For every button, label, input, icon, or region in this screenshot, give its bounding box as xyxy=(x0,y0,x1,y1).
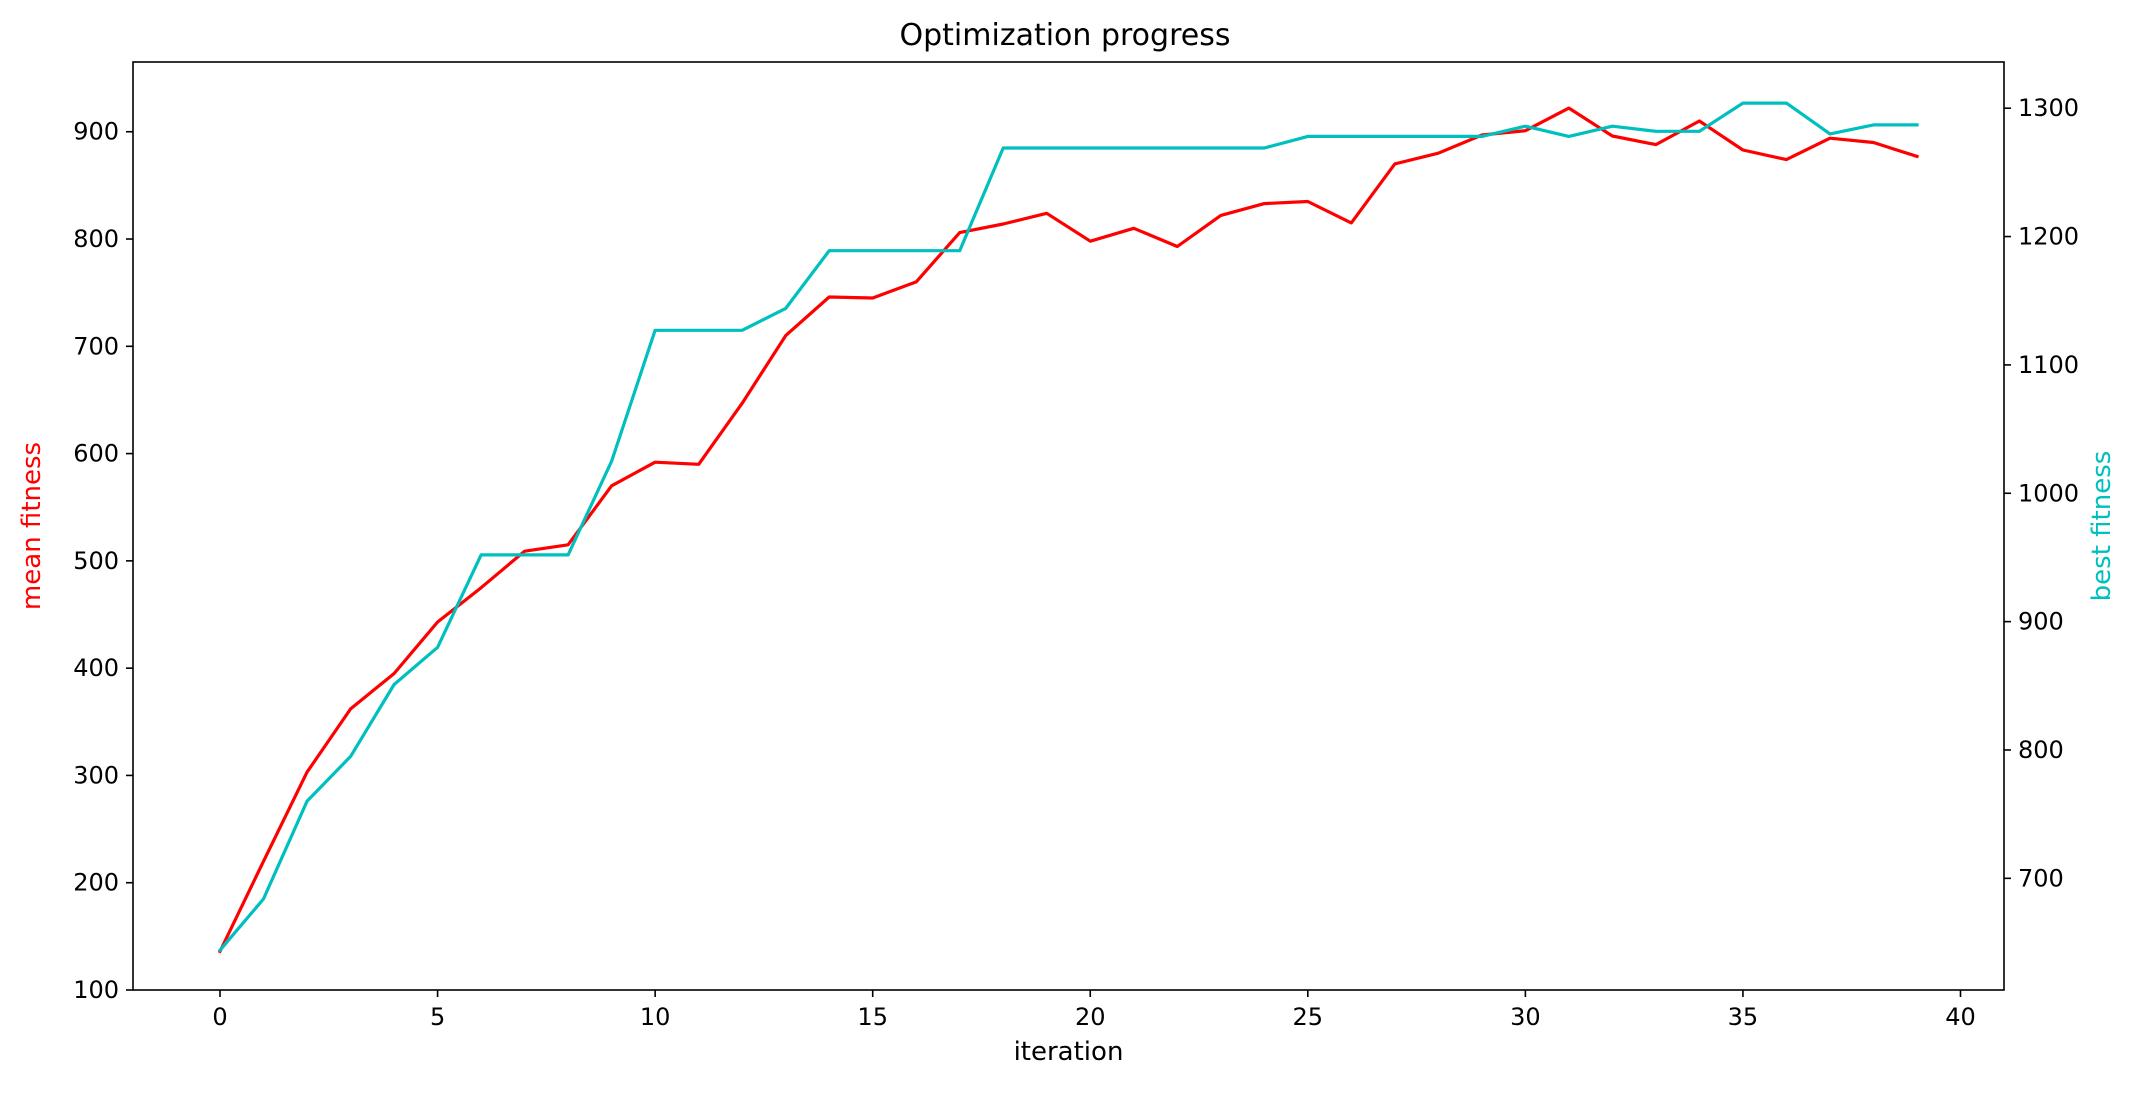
x-tick-label: 5 xyxy=(430,1003,445,1031)
y-tick-label: 200 xyxy=(73,869,119,897)
y-tick-label: 100 xyxy=(73,976,119,1004)
y2-tick-label: 700 xyxy=(2018,864,2064,892)
y-axis-right: 700 800 900 1000 1100 1200 1300 xyxy=(2004,94,2079,892)
y-tick-label: 800 xyxy=(73,225,119,253)
x-axis-label: iteration xyxy=(1014,1037,1124,1067)
x-tick-label: 40 xyxy=(1945,1003,1976,1031)
y-axis-label-right: best fitness xyxy=(2087,451,2117,602)
x-tick-label: 35 xyxy=(1728,1003,1759,1031)
y2-tick-label: 900 xyxy=(2018,608,2064,636)
x-tick-label: 30 xyxy=(1510,1003,1541,1031)
series-layer xyxy=(217,101,1920,954)
y2-tick-label: 1300 xyxy=(2018,94,2079,122)
x-axis: 0 5 10 15 20 25 30 35 40 xyxy=(212,990,1976,1031)
y2-tick-label: 1200 xyxy=(2018,223,2079,251)
best-fitness-line xyxy=(217,101,1919,953)
mean-fitness-line xyxy=(217,106,1920,954)
y-tick-label: 300 xyxy=(73,761,119,789)
y-axis-left: 100 200 300 400 500 600 700 800 900 xyxy=(73,118,133,1004)
x-tick-label: 25 xyxy=(1293,1003,1324,1031)
y-tick-label: 500 xyxy=(73,547,119,575)
x-tick-label: 15 xyxy=(857,1003,888,1031)
x-tick-label: 0 xyxy=(212,1003,227,1031)
y-tick-label: 700 xyxy=(73,332,119,360)
y-tick-label: 600 xyxy=(73,440,119,468)
x-tick-label: 10 xyxy=(640,1003,671,1031)
y-tick-label: 400 xyxy=(73,654,119,682)
plot-frame xyxy=(132,61,2005,991)
y-axis-label-left: mean fitness xyxy=(17,442,47,610)
y2-tick-label: 1000 xyxy=(2018,479,2079,507)
y2-tick-label: 1100 xyxy=(2018,351,2079,379)
y2-tick-label: 800 xyxy=(2018,736,2064,764)
x-tick-label: 20 xyxy=(1075,1003,1106,1031)
y-tick-label: 900 xyxy=(73,118,119,146)
chart-title: Optimization progress xyxy=(900,18,1231,53)
